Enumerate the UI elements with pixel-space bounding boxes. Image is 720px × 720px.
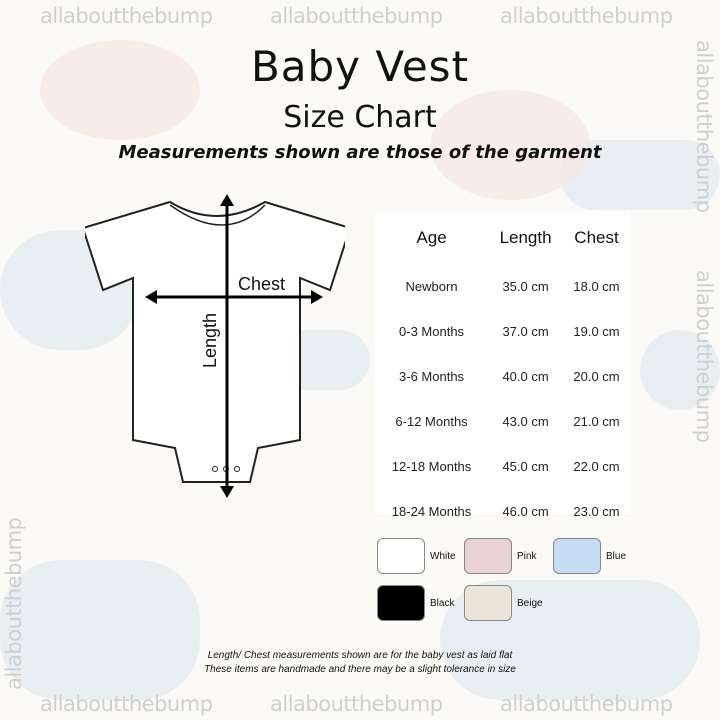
- swatch-pink: [464, 538, 512, 574]
- age-cell: Newborn: [405, 279, 458, 294]
- table-row: 3-6 Months 40.0 cm 20.0 cm: [375, 354, 630, 399]
- watermark: allaboutthebump: [500, 692, 673, 716]
- age-cell: 6-12 Months: [395, 414, 468, 429]
- chest-label: Chest: [238, 274, 286, 294]
- page-subtitle: Size Chart: [283, 100, 437, 135]
- swatch-label: Black: [430, 598, 455, 609]
- table-row: 0-3 Months 37.0 cm 19.0 cm: [375, 309, 630, 354]
- swatch-black: [377, 585, 425, 621]
- note-line: Length/ Chest measurements shown are for…: [207, 650, 513, 661]
- header-chest: Chest: [574, 228, 619, 247]
- tagline: Measurements shown are those of the garm…: [118, 142, 602, 163]
- age-cell: 0-3 Months: [399, 324, 465, 339]
- baby-vest-diagram: [85, 194, 345, 498]
- swatch-blue: [553, 538, 601, 574]
- length-cell: 35.0 cm: [502, 279, 549, 294]
- watermark: allaboutthebump: [40, 692, 213, 716]
- table-header-row: Age Length Chest: [375, 212, 630, 264]
- background-cloud: [0, 560, 200, 700]
- table-row: 18-24 Months 46.0 cm 23.0 cm: [375, 489, 630, 534]
- chest-cell: 18.0 cm: [573, 279, 620, 294]
- length-cell: 37.0 cm: [502, 324, 549, 339]
- background-cloud: [640, 330, 720, 410]
- length-cell: 45.0 cm: [502, 459, 549, 474]
- age-cell: 12-18 Months: [391, 459, 472, 474]
- watermark: allaboutthebump: [270, 4, 443, 28]
- table-row: 6-12 Months 43.0 cm 21.0 cm: [375, 399, 630, 444]
- size-table-panel: Age Length Chest Newborn 35.0 cm 18.0 cm 0-…: [375, 212, 630, 519]
- swatch-white: [377, 538, 425, 574]
- header-length: Length: [499, 228, 552, 247]
- swatch-beige: [464, 585, 512, 621]
- table-row: 12-18 Months 45.0 cm 22.0 cm: [375, 444, 630, 489]
- chest-cell: 23.0 cm: [573, 504, 620, 519]
- size-table: Age Length Chest Newborn 35.0 cm 18.0 cm 0-…: [375, 212, 630, 534]
- watermark: allaboutthebump: [500, 4, 673, 28]
- watermark: allaboutthebump: [692, 270, 716, 443]
- length-cell: 43.0 cm: [502, 414, 549, 429]
- watermark: allaboutthebump: [270, 692, 443, 716]
- length-cell: 40.0 cm: [502, 369, 549, 384]
- length-label: Length: [200, 312, 220, 368]
- header-age: Age: [416, 228, 447, 247]
- age-cell: 3-6 Months: [399, 369, 465, 384]
- watermark: allaboutthebump: [40, 4, 213, 28]
- background-pattern: [430, 90, 590, 200]
- swatch-label: Beige: [517, 598, 543, 609]
- swatch-label: Blue: [606, 551, 627, 562]
- chest-cell: 20.0 cm: [573, 369, 620, 384]
- table-row: Newborn 35.0 cm 18.0 cm: [375, 264, 630, 309]
- chest-cell: 19.0 cm: [573, 324, 620, 339]
- background-pattern: [40, 40, 200, 140]
- age-cell: 18-24 Months: [391, 504, 472, 519]
- swatch-label: White: [430, 551, 456, 562]
- note-line: These items are handmade and there may b…: [204, 664, 516, 675]
- page-title: Baby Vest: [250, 42, 470, 91]
- chest-cell: 22.0 cm: [573, 459, 620, 474]
- chest-cell: 21.0 cm: [573, 414, 620, 429]
- swatch-label: Pink: [517, 551, 537, 562]
- length-cell: 46.0 cm: [502, 504, 549, 519]
